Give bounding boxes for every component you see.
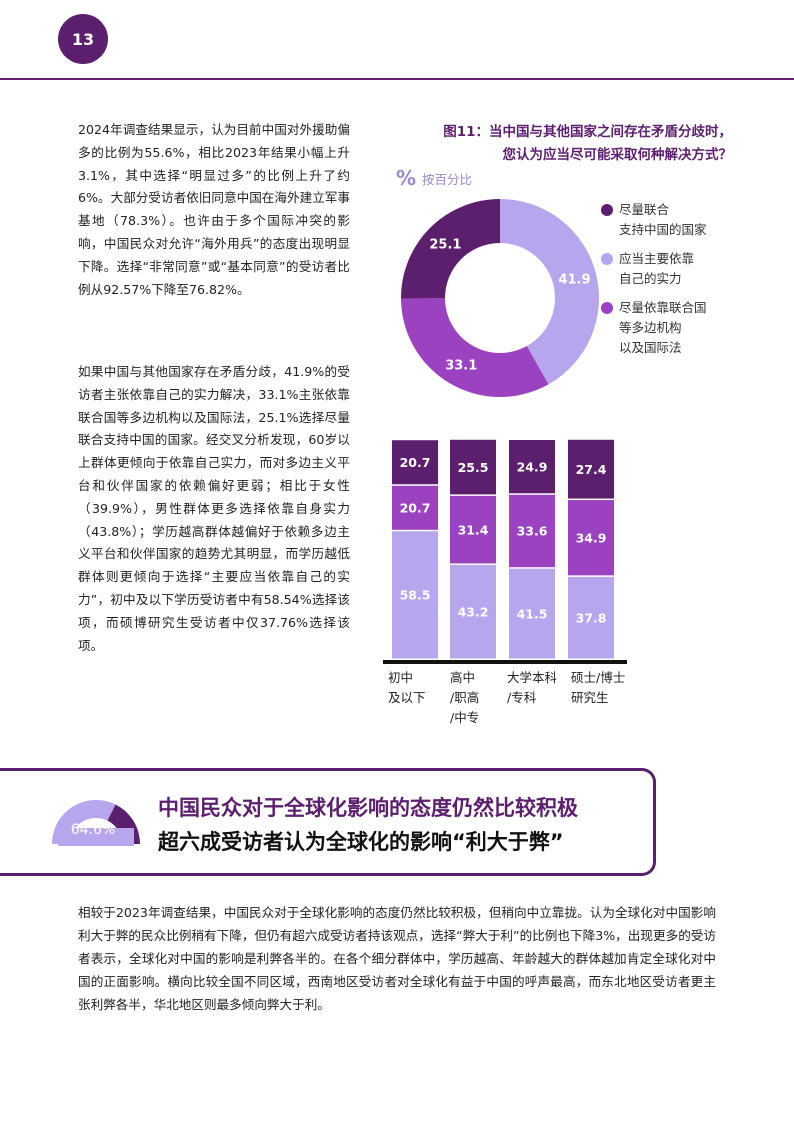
section-subheadline: 超六成受访者认为全球化的影响“利大于弊” <box>158 830 564 854</box>
bar-segment <box>568 576 614 659</box>
bar-value-label: 25.5 <box>458 460 489 475</box>
bar-value-label: 31.4 <box>458 522 489 537</box>
legend-label: 应当主要依靠 自己的实力 <box>619 251 695 286</box>
donut-value-label: 33.1 <box>445 359 477 374</box>
donut-slice-0 <box>500 199 599 385</box>
bar-axis-line <box>383 660 627 664</box>
figure-title-line2: 您认为应当尽可能采取何种解决方式？ <box>502 147 733 163</box>
bar-segment <box>509 568 555 659</box>
paragraph-globalization: 相较于2023年调查结果，中国民众对于全球化影响的态度仍然比较积极，但稍向中立靠… <box>78 905 716 1012</box>
bar-value-label: 27.4 <box>576 462 607 477</box>
bar-value-label: 58.5 <box>400 588 431 603</box>
bar-segment <box>450 564 496 659</box>
legend-dot-icon <box>601 204 613 216</box>
page-number-badge: 13 <box>58 14 108 64</box>
legend-item: 应当主要依靠 自己的实力 <box>601 249 751 289</box>
gauge-chart <box>52 800 140 846</box>
section-banner <box>0 768 656 876</box>
donut-chart: 41.9 33.1 25.1 <box>401 199 599 397</box>
bar-value-label: 37.8 <box>576 610 607 625</box>
bar-value-label: 24.9 <box>517 459 548 474</box>
section-headline: 中国民众对于全球化影响的态度仍然比较积极 <box>158 796 578 820</box>
bar-category-label: 大学本科 /专科 <box>507 670 558 705</box>
bar-segment <box>450 495 496 564</box>
bar-category-label: 硕士/博士 研究生 <box>571 670 626 705</box>
header-rule <box>0 78 794 80</box>
bar-category-label: 高中 /职高 /中专 <box>450 670 480 725</box>
page-number: 13 <box>71 29 95 49</box>
bar-value-label: 20.7 <box>400 501 431 516</box>
legend-dot-icon <box>601 302 613 314</box>
donut-slice-2 <box>401 199 500 299</box>
donut-legend: 尽量联合 支持中国的国家 应当主要依靠 自己的实力尽量依靠联合国 等多边机构 以及… <box>601 200 751 367</box>
bar-segment <box>509 440 555 494</box>
unit-label: % 按百分比 <box>396 166 472 190</box>
figure-title: 图11：当中国与其他国家之间存在矛盾分歧时， 您认为应当尽可能采取何种解决方式？ <box>380 121 732 167</box>
bar-value-label: 33.6 <box>517 524 548 539</box>
donut-value-label: 41.9 <box>558 273 590 288</box>
bar-segment <box>509 494 555 568</box>
bar-value-label: 41.5 <box>517 606 548 621</box>
paragraph-dispute-resolution: 如果中国与其他国家存在矛盾分歧，41.9%的受访者主张依靠自己的实力解决，33.… <box>78 364 350 653</box>
figure-title-line1: 图11：当中国与其他国家之间存在矛盾分歧时， <box>443 124 732 140</box>
paragraph-foreign-aid: 2024年调查结果显示，认为目前中国对外援助偏多的比例为55.6%，相比2023… <box>78 122 350 297</box>
gauge-label: 64.6% <box>70 822 116 838</box>
gauge-label-bg <box>58 828 134 846</box>
bar-segment <box>392 531 438 659</box>
unit-text: 按百分比 <box>422 171 473 187</box>
bar-value-label: 34.9 <box>576 530 607 545</box>
bar-segment <box>568 500 614 576</box>
stacked-bar-chart: 58.5 20.7 20.7 43.2 31.4 25.5 41.5 33.6 24.9 37.8… <box>392 439 614 659</box>
legend-item: 尽量依靠联合国 等多边机构 以及国际法 <box>601 298 751 358</box>
legend-label: 尽量联合 支持中国的国家 <box>619 202 707 237</box>
percent-icon: % <box>396 166 417 190</box>
legend-item: 尽量联合 支持中国的国家 <box>601 200 751 240</box>
bar-segment <box>450 439 496 495</box>
bar-category-label: 初中 及以下 <box>388 670 426 705</box>
legend-dot-icon <box>601 253 613 265</box>
bar-segment <box>568 439 614 499</box>
donut-value-label: 25.1 <box>429 238 461 253</box>
bar-value-label: 43.2 <box>458 604 489 619</box>
donut-slice-1 <box>401 298 549 397</box>
bar-segment <box>392 440 438 485</box>
legend-label: 尽量依靠联合国 等多边机构 以及国际法 <box>619 300 707 355</box>
bar-value-label: 20.7 <box>400 455 431 470</box>
bar-segment <box>392 485 438 530</box>
